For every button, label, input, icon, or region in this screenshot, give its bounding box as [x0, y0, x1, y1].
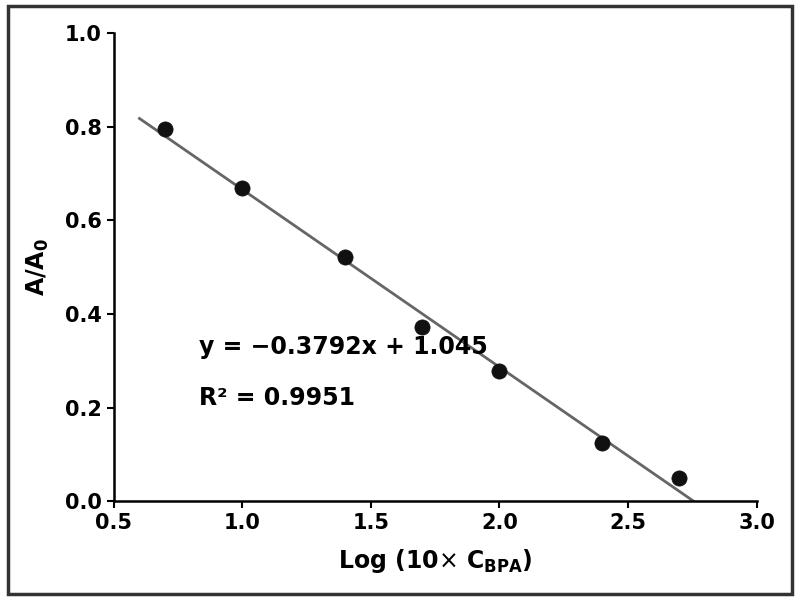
Point [338, 253, 351, 262]
X-axis label: Log (10$\times$ C$_{\mathbf{BPA}}$): Log (10$\times$ C$_{\mathbf{BPA}}$) [338, 547, 533, 575]
Point [236, 184, 249, 193]
Y-axis label: A/A$_{\mathbf{0}}$: A/A$_{\mathbf{0}}$ [25, 238, 51, 296]
Text: R² = 0.9951: R² = 0.9951 [198, 386, 354, 410]
Text: y = −0.3792x + 1.045: y = −0.3792x + 1.045 [198, 335, 487, 359]
Point [493, 366, 506, 376]
Point [673, 473, 686, 483]
Point [158, 124, 171, 134]
Point [416, 322, 429, 332]
Point [595, 439, 608, 448]
